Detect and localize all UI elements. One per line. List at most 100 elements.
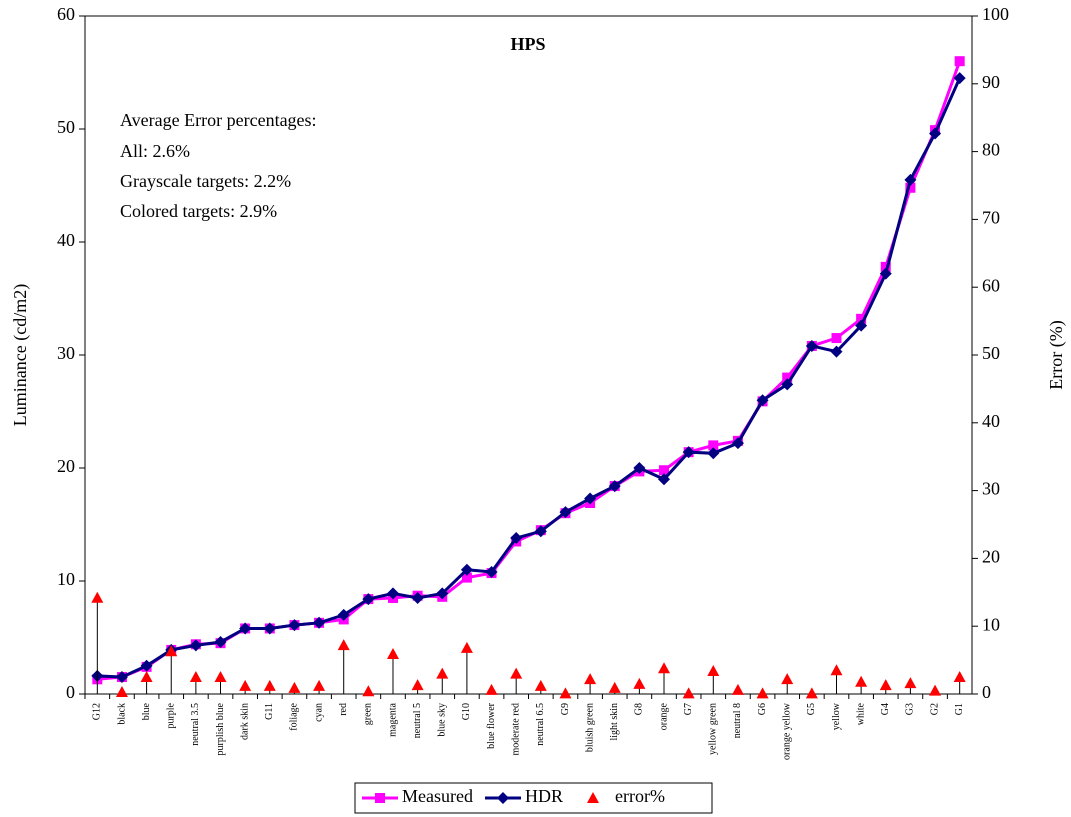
marker-triangle (239, 679, 252, 691)
y2-tick-label: 30 (982, 479, 1000, 499)
x-tick-label: red (338, 703, 349, 716)
marker-diamond (781, 378, 794, 391)
x-tick-label: G4 (880, 703, 891, 715)
marker-diamond (313, 616, 326, 629)
marker-triangle (534, 679, 547, 691)
marker-diamond (386, 587, 399, 600)
marker-triangle (707, 664, 720, 676)
marker-diamond (559, 506, 572, 519)
marker-diamond (362, 593, 375, 606)
x-tick-label: moderate red (510, 703, 521, 755)
chart-title: HPS (510, 34, 545, 54)
marker-diamond (805, 339, 818, 352)
marker-triangle (140, 671, 153, 683)
marker-triangle (879, 679, 892, 691)
x-tick-label: G1 (954, 703, 965, 715)
marker-diamond (436, 587, 449, 600)
annotation: All: 2.6% (120, 141, 190, 161)
x-tick-label: G3 (905, 703, 916, 715)
marker-diamond (953, 72, 966, 85)
marker-triangle (929, 684, 942, 696)
marker-diamond (263, 622, 276, 635)
x-tick-label: purple (166, 702, 177, 728)
marker-diamond (707, 447, 720, 460)
x-tick-label: G6 (757, 703, 768, 715)
x-tick-label: G2 (929, 703, 940, 715)
marker-triangle (855, 675, 868, 687)
y2-axis-label: Error (%) (1046, 320, 1067, 389)
marker-diamond (239, 622, 252, 635)
marker-triangle (460, 641, 473, 653)
marker-diamond (830, 345, 843, 358)
marker-triangle (411, 679, 424, 691)
y2-tick-label: 10 (982, 614, 1000, 634)
marker-triangle (115, 685, 128, 697)
marker-diamond (115, 671, 128, 684)
marker-diamond (288, 619, 301, 632)
x-tick-label: neutral 5 (412, 703, 423, 738)
marker-diamond (337, 608, 350, 621)
x-tick-label: white (855, 702, 866, 725)
marker-diamond (534, 525, 547, 538)
x-tick-label: green (363, 703, 374, 725)
x-tick-label: blue (141, 702, 152, 720)
y2-tick-label: 90 (982, 72, 1000, 92)
y-axis-label: Luminance (cd/m2) (10, 284, 31, 426)
marker-diamond (496, 792, 509, 804)
marker-diamond (485, 565, 498, 578)
marker-triangle (658, 662, 671, 674)
marker-triangle (904, 677, 917, 689)
x-tick-label: purplish blue (215, 702, 226, 755)
x-tick-label: G11 (264, 703, 275, 720)
x-tick-label: bluish green (584, 703, 595, 752)
marker-square (375, 793, 385, 803)
y-tick-label: 60 (57, 4, 75, 24)
legend-label: error% (615, 786, 665, 806)
series-line (97, 60, 962, 681)
annotation: Grayscale targets: 2.2% (120, 171, 291, 191)
x-tick-label: G8 (634, 703, 645, 715)
marker-triangle (288, 681, 301, 693)
marker-triangle (214, 671, 227, 683)
x-tick-label: blue flower (486, 702, 497, 748)
marker-diamond (460, 563, 473, 576)
marker-triangle (953, 671, 966, 683)
marker-triangle (781, 673, 794, 685)
marker-triangle (559, 687, 572, 699)
x-tick-label: G10 (461, 703, 472, 720)
y-tick-label: 10 (57, 569, 75, 589)
marker-triangle (165, 645, 178, 657)
marker-triangle (436, 667, 449, 679)
y-tick-label: 0 (66, 682, 75, 702)
x-tick-label: yellow (831, 702, 842, 730)
marker-diamond (608, 480, 621, 493)
x-tick-label: dark skin (239, 703, 250, 740)
marker-diamond (682, 446, 695, 459)
y2-tick-label: 80 (982, 140, 1000, 160)
marker-triangle (587, 792, 599, 803)
marker-diamond (658, 473, 671, 486)
series-line (97, 77, 962, 679)
marker-square (659, 465, 670, 476)
y-tick-label: 40 (57, 230, 75, 250)
marker-square (831, 333, 842, 344)
x-tick-label: cyan (313, 703, 324, 722)
legend-frame (354, 782, 713, 814)
x-tick-label: magenta (387, 702, 398, 736)
marker-square (856, 313, 867, 324)
marker-square (880, 261, 891, 272)
marker-diamond (140, 659, 153, 672)
marker-triangle (805, 687, 818, 699)
y-tick-label: 50 (57, 117, 75, 137)
marker-diamond (731, 437, 744, 450)
y2-tick-label: 20 (982, 547, 1000, 567)
marker-triangle (313, 679, 326, 691)
marker-triangle (584, 673, 597, 685)
marker-triangle (756, 687, 769, 699)
marker-triangle (485, 683, 498, 695)
x-tick-label: foliage (289, 702, 300, 730)
x-tick-label: neutral 6.5 (535, 703, 546, 746)
x-tick-label: G9 (560, 703, 571, 715)
marker-triangle (682, 687, 695, 699)
